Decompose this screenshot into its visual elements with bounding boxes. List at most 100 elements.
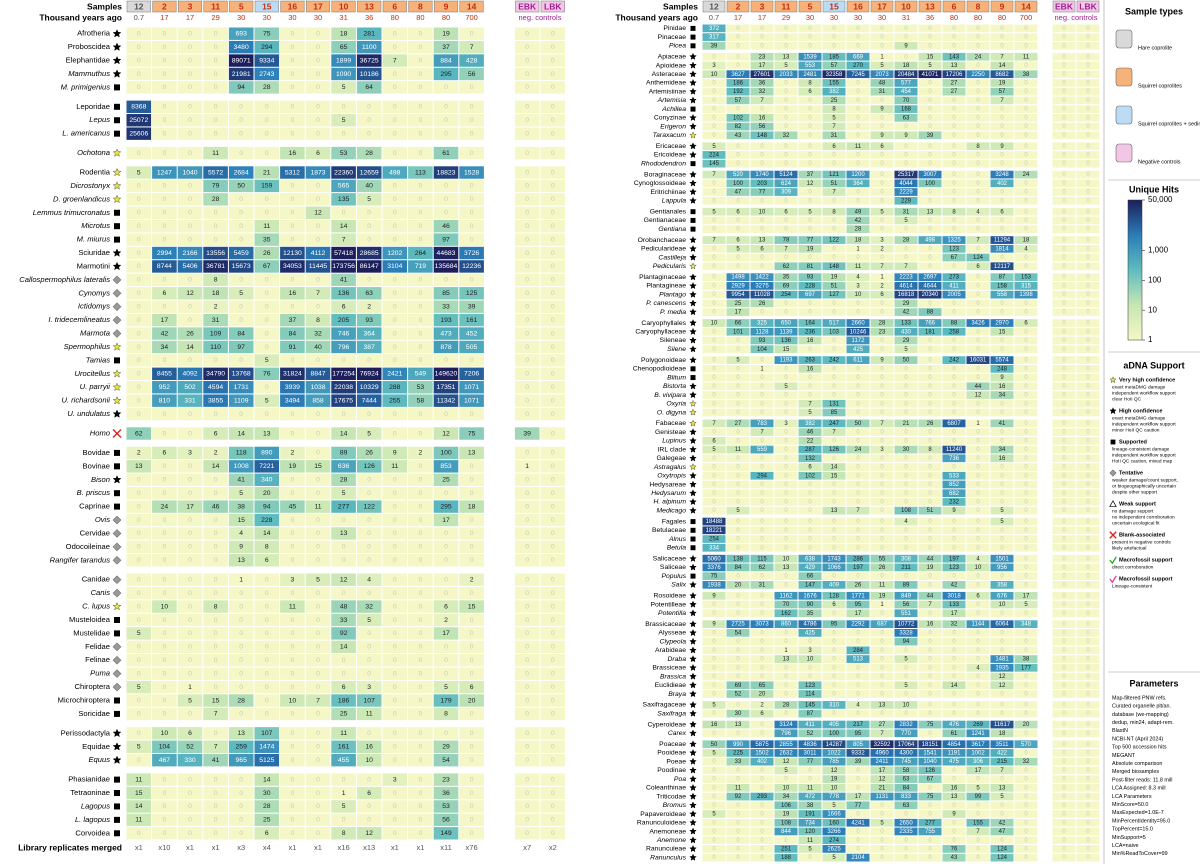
cell-value: 0	[214, 684, 218, 691]
heat-cell	[433, 627, 459, 640]
heat-cell	[774, 87, 798, 96]
samples-label: Samples	[663, 1, 698, 11]
replicates: x1	[212, 843, 220, 852]
heat-cell	[433, 740, 459, 753]
cell-value: 0	[551, 84, 555, 91]
support-icon	[689, 122, 697, 130]
cell-value: 853	[440, 463, 452, 470]
cell-value: 3104	[387, 263, 402, 270]
cell-value: 0	[470, 117, 474, 124]
heat-cell	[254, 573, 280, 586]
heat-cell	[331, 179, 356, 193]
cell-value: 0	[291, 790, 295, 797]
cell-value: 0	[137, 757, 141, 764]
cell-value: 0	[188, 617, 192, 624]
heat-cell	[356, 527, 382, 540]
age: 36	[926, 13, 934, 22]
heat-cell	[254, 740, 280, 753]
heat-cell	[280, 354, 305, 367]
cell-value: 0	[393, 830, 397, 837]
cell-value: 6	[163, 450, 167, 457]
cell-value: 693	[236, 31, 248, 38]
heat-cell	[254, 500, 280, 513]
cell-value: 0	[214, 411, 218, 418]
support-icon	[112, 429, 122, 438]
cell-value: 0	[163, 817, 167, 824]
support-icon	[689, 775, 697, 783]
heat-cell	[726, 52, 750, 61]
cell-value: 0	[393, 304, 397, 311]
cell-value: 3726	[464, 250, 479, 257]
cell-value: 0	[163, 44, 167, 51]
heat-cell	[356, 486, 382, 500]
cell-value: 131	[829, 401, 840, 407]
heat-cell	[356, 613, 382, 627]
cell-value: 104	[159, 744, 171, 751]
support-icon	[112, 575, 122, 585]
heat-cell	[408, 219, 433, 233]
heat-cell	[433, 446, 459, 460]
heat-cell	[177, 100, 203, 114]
cell-value: 0	[163, 776, 167, 783]
row-label: Triticodae	[656, 793, 686, 800]
heat-cell	[280, 773, 305, 786]
heat-cell	[408, 486, 433, 500]
sample-id: 10	[339, 1, 349, 11]
heat-cell	[514, 179, 540, 193]
support-icon	[114, 503, 120, 510]
cell-value: 28685	[360, 250, 379, 257]
heat-cell	[228, 694, 254, 707]
cell-value: 1200	[851, 172, 865, 178]
cell-value: 19	[831, 777, 838, 783]
cell-value: 269	[973, 722, 984, 728]
heat-cell	[305, 540, 331, 554]
heat-cell	[822, 52, 846, 61]
cell-value: 0	[367, 557, 371, 564]
heat-cell	[126, 407, 152, 421]
cell-value: 785	[829, 759, 840, 765]
cell-value: 54	[735, 630, 742, 636]
heat-cell	[152, 193, 177, 206]
cell-value: 3511	[996, 742, 1010, 748]
cell-value: 94	[263, 503, 271, 510]
heat-cell	[331, 460, 356, 473]
heat-cell	[331, 100, 356, 114]
cell-value: 0	[856, 35, 860, 41]
cell-value: 17	[759, 63, 766, 69]
heat-cell	[305, 654, 331, 667]
cell-value: 0	[137, 730, 141, 737]
cell-value: 58	[417, 397, 425, 404]
heat-cell	[870, 70, 894, 79]
cell-value: 0	[137, 477, 141, 484]
cell-value: 12	[340, 577, 348, 584]
support-icon	[690, 366, 696, 372]
cell-value: 0	[188, 644, 192, 651]
cell-value: 0	[736, 107, 740, 113]
cell-value: 0	[470, 530, 474, 537]
cell-value: 126	[364, 463, 376, 470]
heat-cell	[408, 554, 433, 567]
cell-value: 0	[316, 411, 320, 418]
cell-value: 39	[711, 43, 718, 49]
cell-value: 0	[419, 130, 423, 137]
cell-value: 0	[470, 657, 474, 664]
row-label: Leporidae	[76, 102, 110, 111]
heat-cell	[152, 100, 177, 114]
heat-cell	[280, 707, 305, 721]
heat-cell	[203, 600, 228, 613]
cell-value: 35	[807, 611, 814, 617]
cell-value: 0	[265, 210, 269, 217]
heat-cell	[305, 446, 331, 460]
heat-cell	[894, 24, 918, 33]
row-label: Rodentia	[80, 168, 111, 177]
cell-value: 2223	[899, 275, 913, 281]
cell-value: 0	[367, 630, 371, 637]
cell-value: 766	[925, 321, 936, 327]
cell-value: 0	[444, 644, 448, 651]
heat-cell	[331, 300, 356, 313]
cell-value: 16031	[970, 358, 987, 364]
support-icon	[689, 445, 697, 453]
cell-value: 10	[711, 321, 718, 327]
heat-cell	[433, 554, 459, 567]
cell-value: 5572	[208, 169, 223, 176]
